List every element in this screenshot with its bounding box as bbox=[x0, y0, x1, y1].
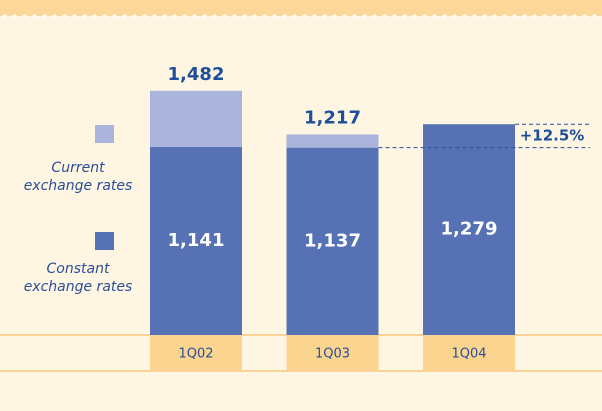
value-label: 1,141 bbox=[168, 230, 225, 251]
x-tick-label: 1Q03 bbox=[315, 347, 350, 362]
total-label: 1,482 bbox=[168, 64, 225, 85]
x-tick-label: 1Q02 bbox=[178, 347, 213, 362]
category-box bbox=[150, 336, 242, 370]
value-label: 1,137 bbox=[304, 230, 361, 251]
legend-swatch bbox=[95, 232, 114, 250]
category-box bbox=[423, 336, 515, 370]
legend-label: Constant exchange rates bbox=[23, 261, 133, 295]
top-band bbox=[0, 0, 602, 16]
bar-segment bbox=[286, 147, 379, 335]
bar-segment bbox=[150, 90, 242, 147]
annotation: +12.5% bbox=[520, 126, 585, 144]
bar-segment bbox=[150, 146, 242, 335]
category-box bbox=[286, 336, 379, 370]
bar-segment bbox=[286, 134, 379, 148]
total-label: 1,217 bbox=[304, 107, 361, 128]
legend-label: Current exchange rates bbox=[23, 160, 133, 194]
x-tick-label: 1Q04 bbox=[451, 347, 486, 362]
value-label: 1,279 bbox=[441, 219, 498, 240]
legend-swatch bbox=[95, 125, 114, 143]
bar-segment bbox=[423, 124, 515, 336]
